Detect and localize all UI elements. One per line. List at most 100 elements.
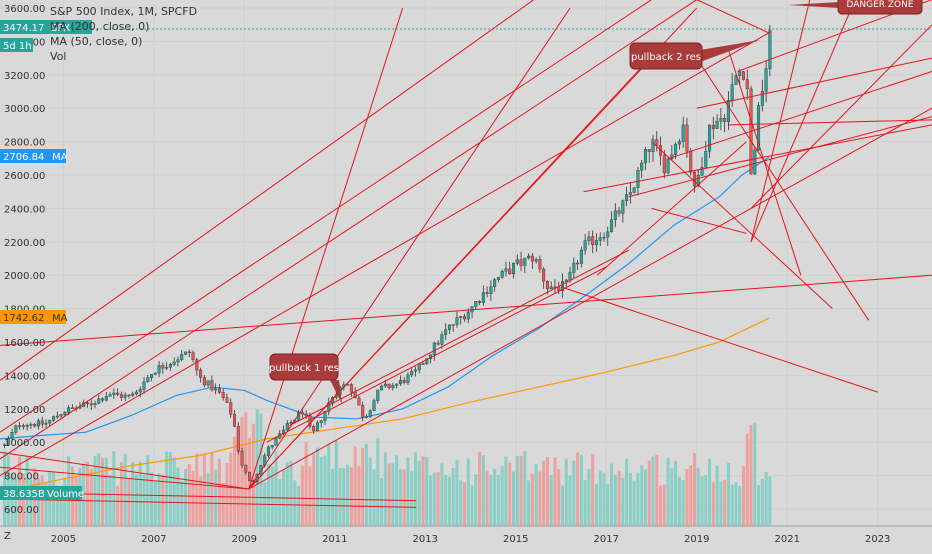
volume-bar (89, 468, 93, 526)
volume-bar (413, 452, 417, 526)
candle-body (402, 380, 406, 383)
volume-bar (210, 452, 214, 526)
legend-title[interactable]: S&P 500 Index, 1M, SPCFD (50, 5, 198, 18)
volume-bar (508, 462, 512, 526)
volume-bar (410, 470, 414, 526)
volume-bar (36, 478, 40, 526)
ma50-series-line (0, 156, 770, 440)
volume-bar (602, 473, 606, 526)
volume-bar (632, 481, 636, 526)
candle-body (485, 292, 489, 294)
volume-bar (730, 484, 734, 526)
legend-ma200[interactable]: MA (200, close, 0) (50, 20, 150, 33)
volume-bar (153, 481, 157, 526)
legend-vol[interactable]: Vol (50, 50, 67, 63)
candle-body (63, 412, 67, 415)
ma-layer (0, 156, 770, 493)
volume-bar (708, 458, 712, 526)
volume-bar (534, 463, 538, 526)
candle-body (704, 150, 708, 168)
volume-tag: Volume (47, 489, 84, 500)
volume-bar (447, 476, 451, 526)
candle-body (576, 262, 580, 265)
ma200-tag: MA (52, 313, 68, 324)
y-tick-label: 1000.00 (4, 438, 45, 449)
volume-bar (319, 456, 323, 526)
volume-bar (500, 466, 504, 526)
x-tick-label: 2023 (865, 534, 890, 545)
y-tick-label: 3600.00 (4, 4, 45, 15)
candle-body (617, 210, 621, 214)
candle-body (738, 71, 742, 77)
candle-body (59, 414, 63, 417)
volume-bar (191, 470, 195, 526)
trendline (248, 7, 404, 490)
candle-body (18, 425, 22, 427)
legend-ma50[interactable]: MA (50, close, 0) (50, 35, 143, 48)
candle-body (138, 389, 142, 393)
volume-bar (146, 454, 150, 526)
volume-bar (331, 468, 335, 526)
volume-bar (572, 460, 576, 526)
volume-bar (304, 441, 308, 526)
trendline (0, 498, 417, 508)
candle-body (93, 403, 97, 406)
chart-legend: S&P 500 Index, 1M, SPCFD MA (200, close,… (50, 4, 197, 64)
candle-body (640, 162, 644, 171)
candle-body (229, 402, 233, 415)
candle-body (380, 385, 384, 391)
candle-body (417, 363, 421, 371)
scale-toggle-label[interactable]: Z (4, 531, 11, 542)
volume-bar (199, 476, 203, 526)
volume-bar (383, 452, 387, 526)
candle-body (29, 424, 33, 426)
volume-bar (553, 457, 557, 526)
trendline (0, 0, 698, 460)
candle-body (734, 75, 738, 85)
volume-bar (451, 468, 455, 526)
candle-body (651, 139, 655, 152)
pullback2-callout[interactable] (629, 42, 703, 70)
candle-body (361, 405, 365, 418)
volume-layer (3, 409, 772, 526)
candle-body (493, 279, 497, 287)
volume-bar (119, 462, 123, 526)
volume-bar (395, 455, 399, 526)
x-tick-label: 2015 (503, 534, 528, 545)
candle-body (55, 415, 59, 418)
trendline (0, 451, 249, 490)
pullback1-callout[interactable] (269, 353, 339, 381)
candle-body (708, 124, 712, 152)
candle-body (425, 358, 429, 365)
volume-bar (613, 474, 617, 526)
volume-bar (315, 447, 319, 526)
trendline (750, 24, 932, 209)
volume-bar (659, 485, 663, 526)
trendline (248, 207, 752, 490)
volume-bar (429, 475, 433, 526)
ma50-value: 2706.84 (3, 152, 44, 163)
volume-bar (187, 464, 191, 526)
candle-body (455, 317, 459, 325)
trendline (750, 0, 856, 242)
candle-body (364, 416, 368, 418)
y-tick-label: 2200.00 (4, 238, 45, 249)
volume-bar (195, 453, 199, 526)
candle-body (25, 425, 29, 427)
candle-body (462, 316, 466, 320)
volume-bar (545, 457, 549, 526)
trendline (750, 0, 811, 242)
volume-bar (240, 416, 244, 526)
danger-callout[interactable] (837, 0, 923, 15)
volume-bar (496, 475, 500, 526)
candle-body (527, 255, 531, 259)
candle-body (180, 354, 184, 361)
x-tick-label: 2021 (774, 534, 799, 545)
candle-body (210, 380, 214, 391)
candle-body (655, 139, 659, 146)
trendline (596, 141, 747, 276)
candle-body (700, 167, 704, 176)
candle-body (478, 301, 482, 303)
